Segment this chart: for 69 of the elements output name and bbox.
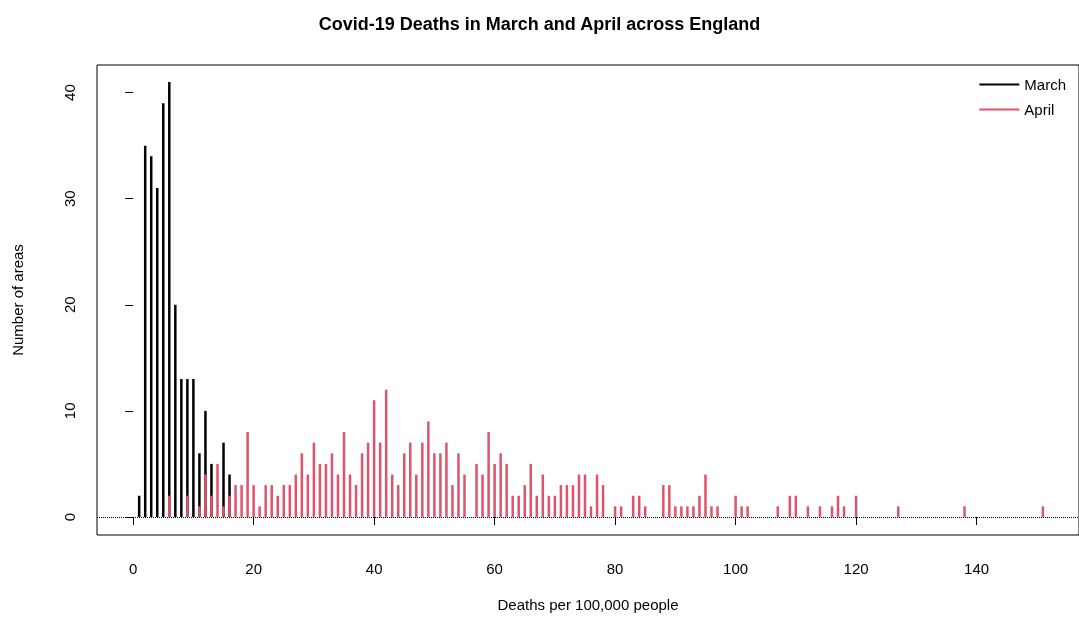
y-axis-title: Number of areas — [9, 244, 26, 356]
x-tick-label: 80 — [606, 560, 624, 577]
bar — [264, 485, 267, 517]
bar — [228, 495, 231, 517]
bar — [168, 495, 171, 517]
x-tick-label: 140 — [964, 560, 990, 577]
bar — [457, 453, 460, 517]
bar — [433, 453, 436, 517]
bar — [734, 495, 737, 517]
bar — [704, 474, 707, 517]
bar — [692, 506, 695, 517]
bar — [897, 506, 900, 517]
bar — [210, 495, 213, 517]
bar — [252, 485, 255, 517]
y-tick-label: 20 — [61, 296, 78, 314]
bar — [186, 495, 189, 517]
bar — [668, 485, 671, 517]
bar — [680, 506, 683, 517]
bar — [493, 463, 496, 517]
bar — [487, 432, 490, 517]
bar — [662, 485, 665, 517]
bar — [686, 506, 689, 517]
bar — [746, 506, 749, 517]
y-tick-label: 30 — [61, 190, 78, 208]
bar — [421, 442, 424, 517]
x-tick-label: 20 — [245, 560, 262, 577]
bar — [963, 506, 966, 517]
bar — [445, 442, 448, 517]
bar — [439, 453, 442, 517]
bar — [505, 463, 508, 517]
bar — [415, 474, 418, 517]
x-tick-label: 40 — [365, 560, 383, 577]
bar — [246, 432, 249, 517]
bar — [523, 485, 526, 517]
x-axis-title: Deaths per 100,000 people — [497, 596, 679, 613]
x-tick-label: 100 — [723, 560, 749, 577]
bar — [475, 463, 478, 517]
x-tick-label: 60 — [486, 560, 503, 577]
bar — [403, 453, 406, 517]
bar — [258, 506, 261, 517]
y-tick-label: 0 — [61, 512, 78, 522]
bar — [517, 495, 520, 517]
chart-title: Covid-19 Deaths in March and April across England — [318, 14, 761, 34]
bar — [240, 485, 243, 517]
bar — [698, 495, 701, 517]
bar — [451, 485, 454, 517]
bar — [427, 421, 430, 517]
bar — [234, 485, 237, 517]
bar — [499, 453, 502, 517]
bar — [716, 506, 719, 517]
bar — [674, 506, 677, 517]
bar — [216, 463, 219, 517]
legend-label: March — [1024, 76, 1067, 93]
x-tick-label: 120 — [843, 560, 869, 577]
y-tick-label: 40 — [61, 84, 78, 101]
bar — [740, 506, 743, 517]
bar — [204, 474, 207, 517]
bar — [222, 506, 225, 517]
legend-label: April — [1024, 101, 1055, 118]
y-tick-label: 10 — [61, 402, 78, 420]
bar — [409, 442, 412, 517]
bar — [270, 485, 273, 517]
bar — [198, 506, 201, 517]
bar — [481, 474, 484, 517]
bar — [463, 474, 466, 517]
bar — [710, 506, 713, 517]
bar — [276, 495, 279, 517]
bar — [511, 495, 514, 517]
x-tick-label: 0 — [128, 560, 138, 577]
